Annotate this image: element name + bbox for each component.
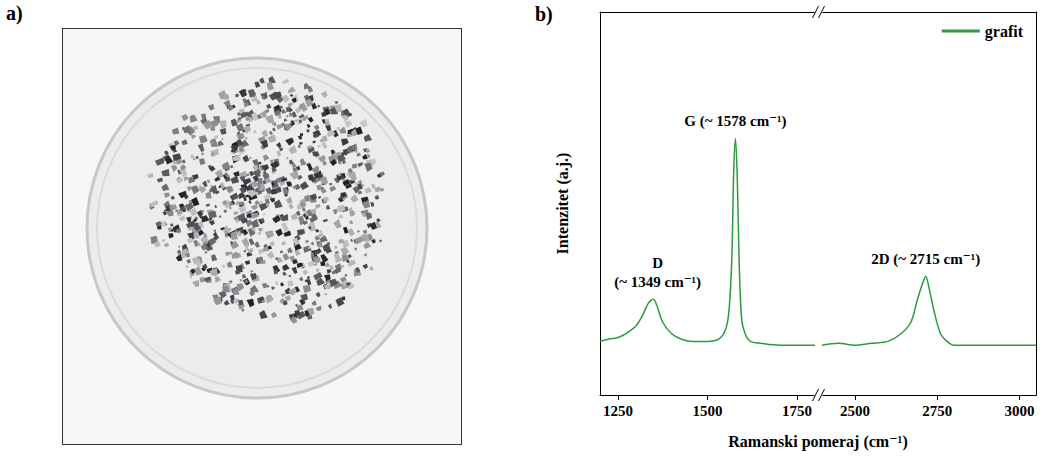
html-text:a): a) [6, 2, 23, 24]
svg-text:(~ 1349 cm⁻¹): (~ 1349 cm⁻¹) [614, 274, 701, 291]
svg-text:2750: 2750 [922, 403, 952, 419]
svg-text:1500: 1500 [693, 403, 723, 419]
svg-text:3000: 3000 [1005, 403, 1035, 419]
svg-text:Intenzitet (a.j.): Intenzitet (a.j.) [554, 153, 572, 255]
svg-text:b): b) [535, 3, 553, 26]
svg-text:Ramanski pomeraj (cm⁻¹): Ramanski pomeraj (cm⁻¹) [728, 433, 907, 451]
svg-text:D: D [652, 255, 663, 271]
svg-text:grafit: grafit [985, 23, 1024, 41]
svg-text:1250: 1250 [603, 403, 633, 419]
svg-text:G (~ 1578 cm⁻¹): G (~ 1578 cm⁻¹) [684, 113, 786, 130]
svg-text:1750: 1750 [782, 403, 812, 419]
svg-text:2D (~ 2715 cm⁻¹): 2D (~ 2715 cm⁻¹) [871, 251, 980, 268]
svg-text:2500: 2500 [840, 403, 870, 419]
